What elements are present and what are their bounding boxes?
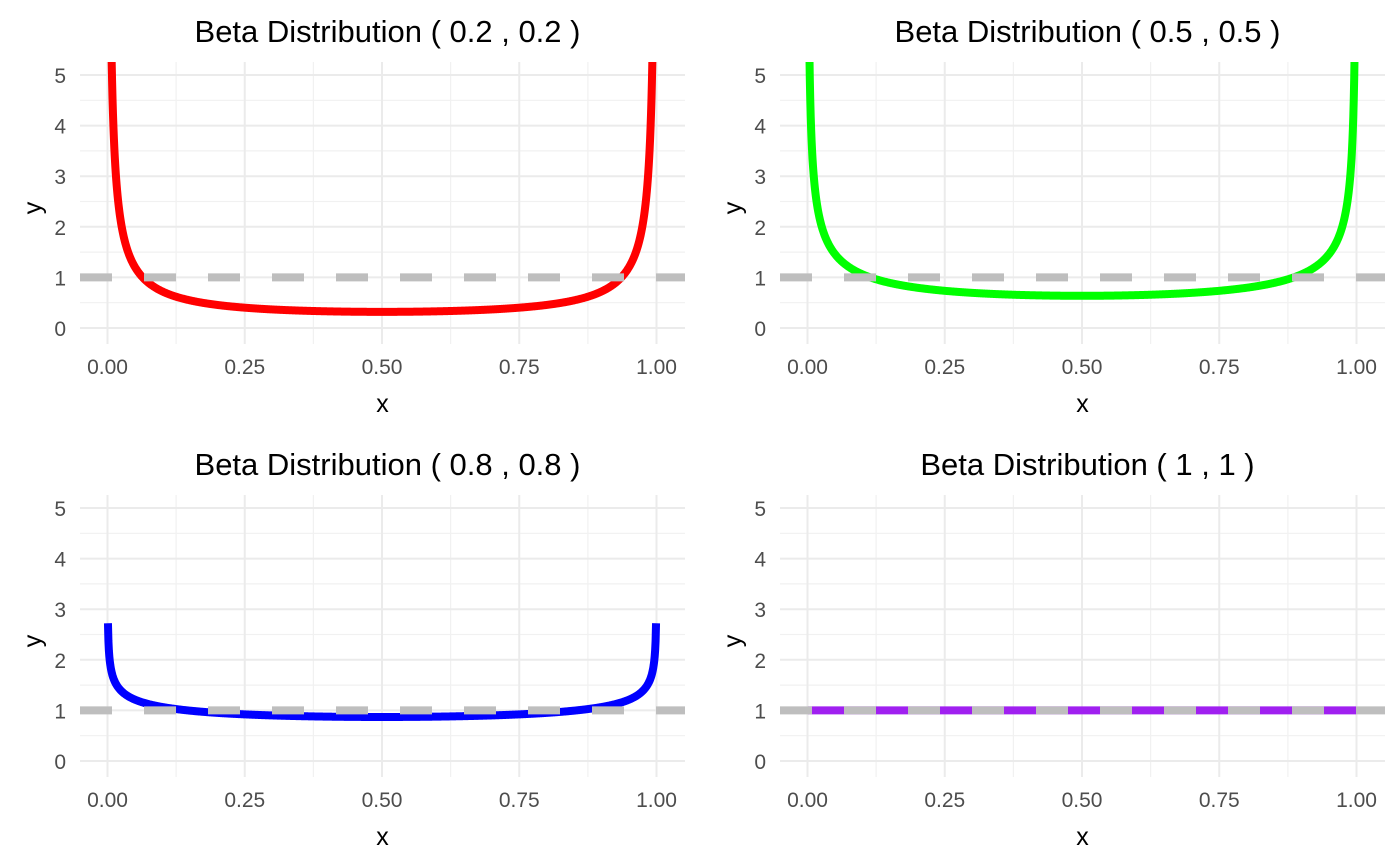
beta-density-line bbox=[103, 623, 661, 721]
x-tick-label: 0.00 bbox=[787, 356, 828, 379]
y-tick-label: 3 bbox=[754, 599, 766, 622]
y-tick-label: 1 bbox=[754, 267, 766, 290]
x-tick-label: 0.25 bbox=[224, 356, 265, 379]
y-tick-label: 5 bbox=[754, 65, 766, 88]
y-tick-label: 5 bbox=[54, 498, 66, 521]
y-tick-label: 4 bbox=[754, 116, 766, 139]
x-tick-label: 0.75 bbox=[499, 356, 540, 379]
x-tick-label: 0.50 bbox=[1062, 789, 1103, 812]
chart-svg: Beta Distribution ( 0.2 , 0.2 ) 0.00 0.25 0… bbox=[19, 14, 685, 418]
y-axis-title: y bbox=[19, 634, 47, 647]
grid bbox=[80, 62, 685, 344]
x-axis-title: x bbox=[376, 823, 389, 851]
chart-title: Beta Distribution ( 0.2 , 0.2 ) bbox=[195, 14, 581, 49]
y-tick-label: 0 bbox=[754, 318, 766, 341]
chart-title: Beta Distribution ( 0.8 , 0.8 ) bbox=[195, 447, 581, 482]
y-tick-label: 3 bbox=[54, 166, 66, 189]
panel-beta-0-5: Beta Distribution ( 0.5 , 0.5 ) 0.00 0.25 0… bbox=[700, 0, 1400, 432]
x-tick-label: 1.00 bbox=[1336, 789, 1377, 812]
x-tick-label: 1.00 bbox=[636, 356, 677, 379]
chart-svg: Beta Distribution ( 0.8 , 0.8 ) 0.00 0.25 0… bbox=[19, 447, 685, 851]
x-tick-label: 0.50 bbox=[362, 789, 403, 812]
x-tick-label: 0.00 bbox=[87, 789, 128, 812]
grid bbox=[80, 495, 685, 777]
x-tick-label: 0.50 bbox=[1062, 356, 1103, 379]
x-tick-label: 0.75 bbox=[499, 789, 540, 812]
y-tick-label: 4 bbox=[754, 549, 766, 572]
chart-svg: Beta Distribution ( 1 , 1 ) 0.00 0.25 0.50 0… bbox=[719, 447, 1385, 851]
chart-title: Beta Distribution ( 0.5 , 0.5 ) bbox=[895, 14, 1281, 49]
x-tick-label: 0.00 bbox=[787, 789, 828, 812]
beta-density-line bbox=[107, 62, 657, 316]
y-tick-label: 4 bbox=[54, 116, 66, 139]
x-tick-label: 0.25 bbox=[924, 789, 965, 812]
y-tick-label: 1 bbox=[54, 267, 66, 290]
chart-svg: Beta Distribution ( 0.5 , 0.5 ) 0.00 0.25 0… bbox=[719, 14, 1385, 418]
x-axis-title: x bbox=[1076, 823, 1089, 851]
x-axis-title: x bbox=[376, 390, 389, 418]
y-tick-label: 1 bbox=[754, 700, 766, 723]
y-tick-label: 4 bbox=[54, 549, 66, 572]
grid bbox=[780, 495, 1385, 777]
y-tick-label: 3 bbox=[754, 166, 766, 189]
y-tick-label: 5 bbox=[54, 65, 66, 88]
y-tick-label: 1 bbox=[54, 700, 66, 723]
x-tick-label: 0.50 bbox=[362, 356, 403, 379]
y-tick-label: 2 bbox=[54, 217, 66, 240]
x-tick-label: 1.00 bbox=[1336, 356, 1377, 379]
beta-density-line bbox=[805, 62, 1359, 300]
panel-beta-1: Beta Distribution ( 1 , 1 ) 0.00 0.25 0.50 0… bbox=[700, 433, 1400, 865]
y-tick-label: 0 bbox=[54, 318, 66, 341]
y-axis-title: y bbox=[719, 634, 747, 647]
panel-beta-0-2: Beta Distribution ( 0.2 , 0.2 ) 0.00 0.25 0… bbox=[0, 0, 700, 432]
x-tick-label: 0.75 bbox=[1199, 356, 1240, 379]
chart-title: Beta Distribution ( 1 , 1 ) bbox=[920, 447, 1254, 482]
y-tick-label: 3 bbox=[54, 599, 66, 622]
y-axis-title: y bbox=[719, 201, 747, 214]
y-axis-title: y bbox=[19, 201, 47, 214]
x-tick-label: 0.00 bbox=[87, 356, 128, 379]
y-tick-label: 0 bbox=[54, 751, 66, 774]
y-tick-label: 0 bbox=[754, 751, 766, 774]
y-tick-label: 5 bbox=[754, 498, 766, 521]
y-tick-label: 2 bbox=[754, 217, 766, 240]
x-tick-label: 1.00 bbox=[636, 789, 677, 812]
x-tick-label: 0.75 bbox=[1199, 789, 1240, 812]
y-tick-label: 2 bbox=[54, 650, 66, 673]
x-axis-title: x bbox=[1076, 390, 1089, 418]
x-tick-label: 0.25 bbox=[224, 789, 265, 812]
grid bbox=[780, 62, 1385, 344]
y-tick-label: 2 bbox=[754, 650, 766, 673]
x-tick-label: 0.25 bbox=[924, 356, 965, 379]
panel-beta-0-8: Beta Distribution ( 0.8 , 0.8 ) 0.00 0.25 0… bbox=[0, 433, 700, 865]
